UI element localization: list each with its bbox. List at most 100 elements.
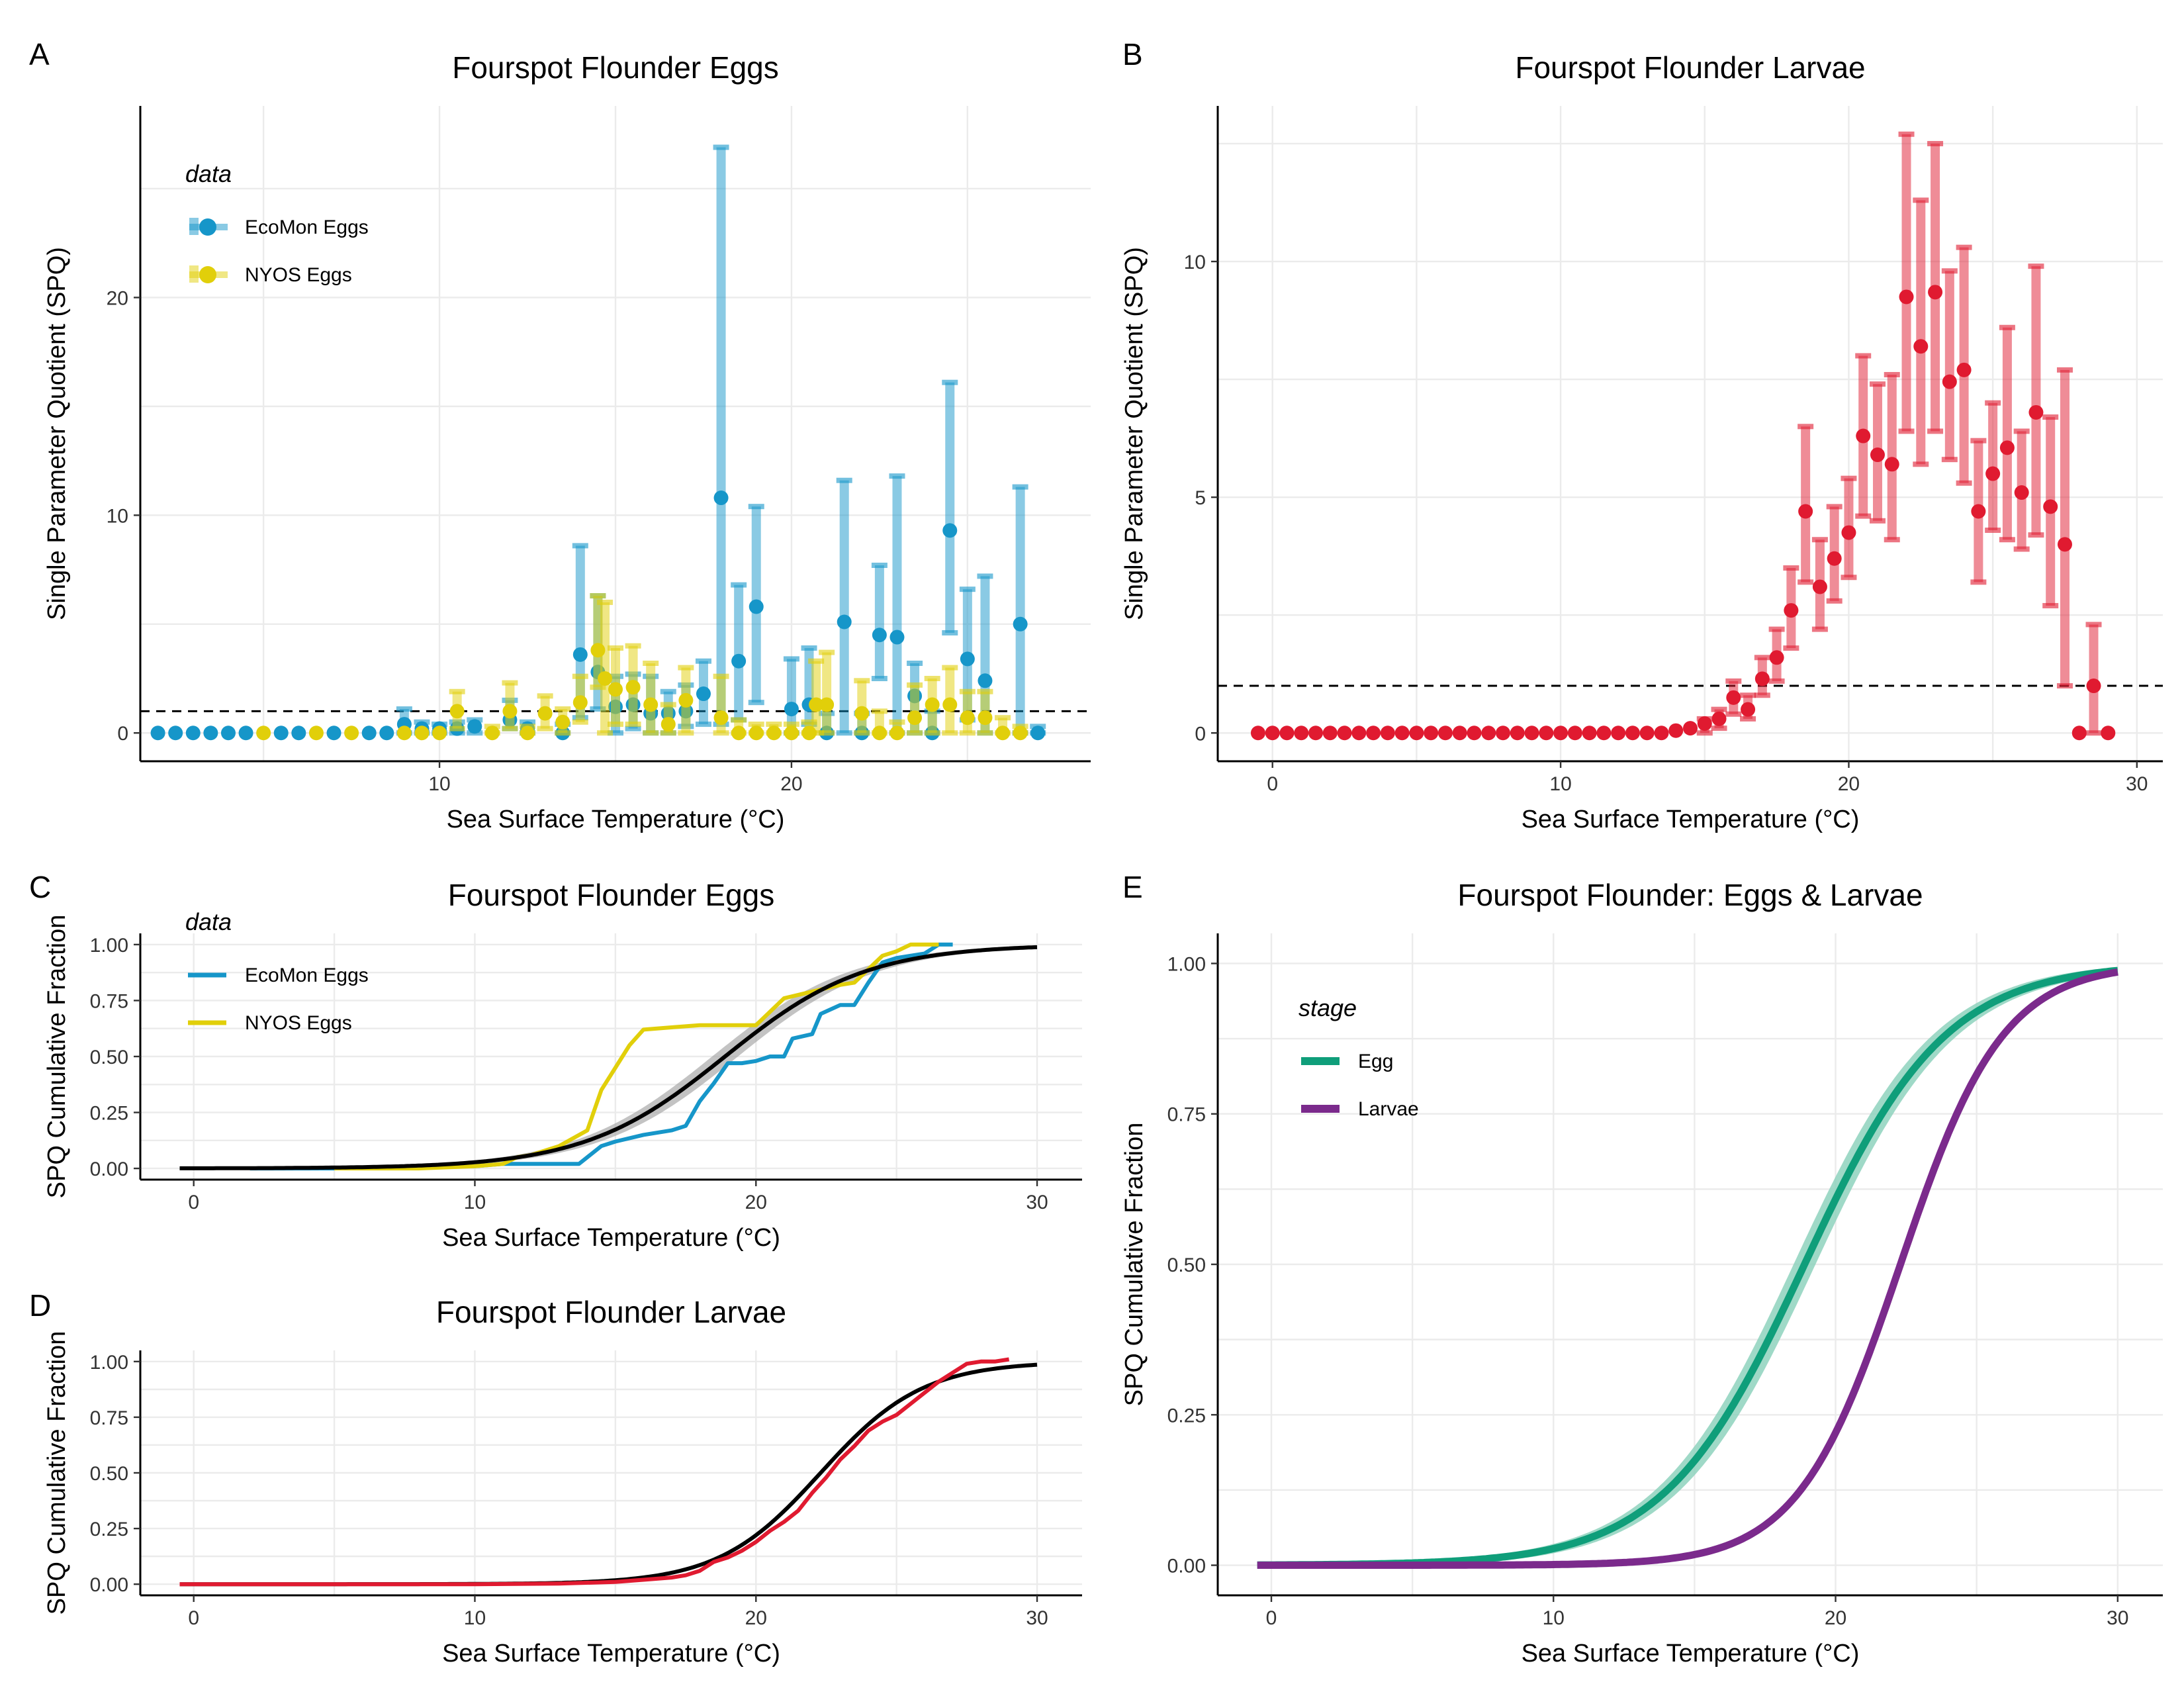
series-larvae [1250, 131, 2116, 741]
error-cap-lower [907, 730, 923, 736]
error-cap-upper [907, 660, 923, 666]
data-point [361, 726, 377, 741]
error-bar [874, 565, 884, 679]
data-point [801, 726, 817, 741]
error-cap-lower [942, 630, 958, 635]
error-cap-lower [678, 730, 694, 736]
error-cap-upper [1797, 424, 1814, 430]
error-bar [839, 480, 849, 733]
data-point [819, 697, 835, 712]
error-cap-lower [643, 730, 659, 736]
data-point [2057, 537, 2072, 552]
data-point [1654, 726, 1669, 741]
error-cap-upper [836, 477, 852, 483]
data-point [590, 643, 606, 658]
error-cap-lower [1898, 428, 1915, 434]
data-point [1913, 339, 1929, 354]
data-point [713, 710, 729, 726]
chart-title: Fourspot Flounder: Eggs & Larvae [1457, 878, 1923, 912]
error-cap-upper [555, 706, 571, 712]
error-cap-lower [1754, 692, 1770, 698]
x-tick-label: 30 [2126, 773, 2148, 795]
data-point [784, 726, 799, 741]
error-cap-upper [907, 682, 923, 688]
error-bar [811, 661, 821, 733]
error-cap-upper [871, 708, 887, 714]
error-cap-upper [942, 379, 958, 385]
data-point [1985, 466, 2001, 481]
fit-curve [179, 945, 1038, 1170]
error-cap-upper [924, 676, 940, 682]
error-cap-lower [942, 730, 958, 736]
legend-key-point [199, 266, 216, 283]
error-cap-lower [625, 722, 641, 727]
data-point [2028, 404, 2044, 420]
y-tick-label: 0.75 [90, 990, 128, 1012]
data-point [1784, 603, 1799, 618]
y-tick-label: 0.25 [90, 1519, 128, 1540]
data-point [432, 726, 447, 741]
error-cap-upper [597, 599, 614, 605]
data-point [1870, 447, 1885, 463]
y-tick-label: 1.00 [90, 935, 128, 957]
error-cap-upper [748, 504, 764, 510]
data-point [925, 697, 940, 712]
legend: stage Egg Larvae [1298, 994, 1419, 1120]
error-cap-lower [695, 722, 711, 727]
x-tick-label: 20 [745, 1607, 767, 1629]
error-cap-lower [1927, 428, 1944, 434]
error-cap-lower [924, 730, 940, 736]
error-bar [945, 382, 955, 633]
error-cap-upper [1985, 400, 2001, 406]
data-point [273, 726, 289, 741]
y-tick-label: 0 [117, 723, 128, 745]
x-tick-label: 0 [188, 1607, 199, 1629]
data-point [1827, 551, 1842, 566]
data-point [889, 726, 905, 741]
data-point [1668, 723, 1684, 738]
data-point [942, 697, 958, 712]
error-cap-upper [977, 688, 993, 694]
data-point [203, 726, 218, 741]
data-point [1683, 721, 1698, 736]
error-cap-upper [808, 658, 825, 664]
y-tick-label: 0.25 [90, 1103, 128, 1125]
data-point [1741, 702, 1756, 717]
error-cap-lower [2013, 546, 2030, 552]
data-point [1337, 726, 1352, 741]
chart-title: Fourspot Flounder Larvae [1515, 50, 1865, 85]
error-cap-lower [1725, 711, 1742, 717]
error-cap-upper [959, 688, 976, 694]
panel-letter: B [1122, 37, 1143, 71]
error-cap-lower [608, 730, 623, 736]
data-point [1013, 726, 1028, 741]
y-tick-label: 1.00 [90, 1352, 128, 1374]
error-cap-lower [748, 700, 764, 706]
y-tick-label: 1.00 [1167, 953, 1206, 975]
panel-letter: A [29, 37, 50, 71]
error-cap-upper [977, 573, 993, 579]
error-cap-upper [1725, 678, 1742, 684]
error-cap-lower [1884, 537, 1900, 543]
legend: data EcoMon Eggs NYOS Eggs [185, 160, 369, 286]
x-tick-label: 0 [188, 1192, 199, 1213]
data-point [1394, 726, 1410, 741]
error-cap-upper [449, 688, 465, 694]
panel-b: B Fourspot Flounder Larvae 0 10 20 30 0 5 10 Sea … [1120, 37, 2163, 833]
error-cap-upper [1884, 371, 1900, 377]
error-cap-lower [1711, 726, 1727, 731]
error-cap-upper [748, 722, 764, 727]
error-cap-lower [2028, 532, 2044, 538]
error-cap-lower [1999, 537, 2015, 543]
data-point [185, 726, 201, 741]
data-point [396, 726, 412, 741]
data-point [1726, 690, 1741, 705]
error-cap-lower [1941, 457, 1958, 463]
error-cap-upper [1956, 244, 1972, 250]
error-cap-lower [1768, 678, 1785, 684]
panel-d: D Fourspot Flounder Larvae 0 10 20 30 0.00 0.25… [29, 1288, 1082, 1667]
data-point [238, 726, 253, 741]
error-cap-lower [1956, 480, 1972, 486]
y-tick-label: 0.00 [1167, 1556, 1206, 1577]
data-point [1956, 362, 1972, 377]
